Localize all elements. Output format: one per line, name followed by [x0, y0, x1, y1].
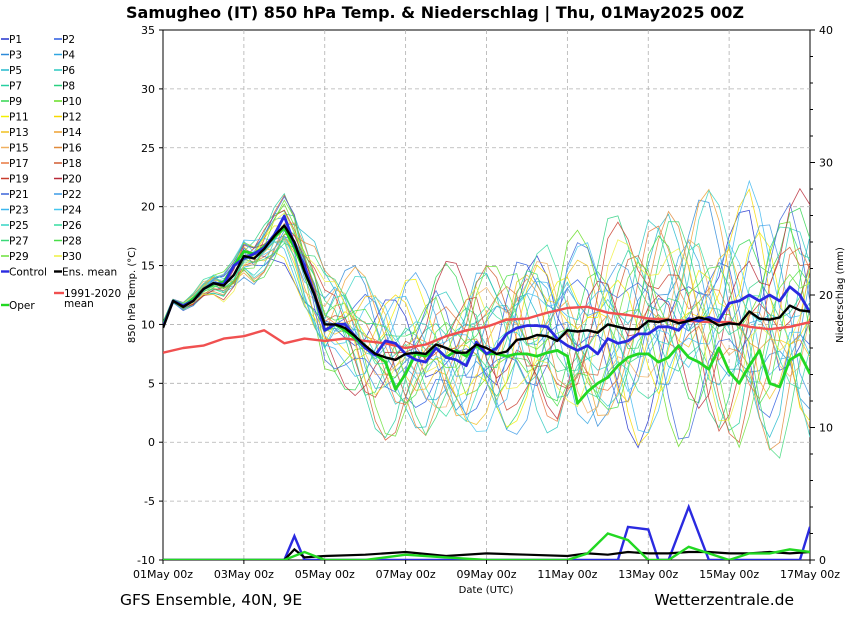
series-line — [163, 305, 810, 354]
legend-label: P4 — [62, 50, 75, 62]
legend-label: P25 — [9, 220, 29, 232]
legend-label: P10 — [62, 96, 82, 108]
x-tick-label: 13May 00z — [618, 568, 678, 581]
legend: P1 P2 P3 P4 P5 P6 P7 P8 P9 P10 P11 P12 P13 P14 P15 P16 P… — [1, 34, 121, 312]
member-line — [163, 239, 810, 414]
main-series — [163, 214, 810, 405]
x-tick-label: 07May 00z — [376, 568, 436, 581]
legend-label: P3 — [9, 50, 22, 62]
x-tick-label: 11May 00z — [537, 568, 597, 581]
legend-label: P5 — [9, 65, 22, 77]
grid — [163, 30, 810, 560]
member-line — [163, 221, 810, 459]
member-line — [163, 232, 810, 410]
legend-label: P18 — [62, 158, 82, 170]
legend-label: P1 — [9, 34, 22, 46]
legend-label: P26 — [62, 220, 82, 232]
member-line — [163, 189, 810, 438]
y-tick-label: -10 — [137, 554, 155, 567]
member-line — [163, 192, 810, 439]
precipitation — [163, 503, 810, 560]
legend-label: P28 — [62, 236, 82, 248]
x-axis-label: Date (UTC) — [459, 585, 514, 596]
legend-label: P13 — [9, 127, 29, 139]
legend-label: 1991-2020 mean — [64, 288, 121, 310]
legend-label: P19 — [9, 174, 29, 186]
legend-label: P15 — [9, 143, 29, 155]
footer-left: GFS Ensemble, 40N, 9E — [120, 591, 302, 609]
legend-label: P20 — [62, 174, 82, 186]
y-tick-label: -5 — [144, 495, 155, 508]
y-tick-label: 10 — [141, 318, 155, 331]
x-tick-label: 09May 00z — [456, 568, 516, 581]
y-axis-label: 850 hPa Temp. (°C) — [127, 247, 138, 343]
x-tick-label: 17May 00z — [780, 568, 840, 581]
member-line — [163, 199, 810, 428]
legend-label: Ens. mean — [62, 267, 117, 279]
y2-tick-label: 40 — [819, 24, 833, 37]
axes: -10 -5 0 5 10 15 20 25 30 35 01May 00z 03May 00z 05M… — [133, 24, 840, 581]
legend-label: P14 — [62, 127, 82, 139]
x-tick-label: 03May 00z — [214, 568, 274, 581]
y-tick-label: 15 — [141, 260, 155, 273]
legend-label: P12 — [62, 112, 82, 124]
legend-label: P24 — [62, 205, 82, 217]
precip-line — [163, 532, 810, 560]
footer-right: Wetterzentrale.de — [654, 591, 794, 609]
y-tick-label: 20 — [141, 201, 155, 214]
legend-label: P8 — [62, 81, 75, 93]
member-line — [163, 209, 810, 433]
legend-label: Oper — [9, 300, 35, 312]
legend-label: P6 — [62, 65, 75, 77]
y2-tick-label: 10 — [819, 422, 833, 435]
legend-label: P7 — [9, 81, 22, 93]
legend-label: P27 — [9, 236, 29, 248]
x-tick-label: 15May 00z — [699, 568, 759, 581]
member-line — [163, 199, 810, 449]
y2-tick-label: 30 — [819, 157, 833, 170]
legend-label: P17 — [9, 158, 29, 170]
legend-label: P9 — [9, 96, 22, 108]
member-line — [163, 195, 810, 440]
member-line — [163, 212, 810, 422]
legend-label: P23 — [9, 205, 29, 217]
member-line — [163, 216, 810, 435]
member-line — [163, 236, 810, 432]
legend-label: P29 — [9, 251, 29, 263]
x-tick-label: 05May 00z — [295, 568, 355, 581]
x-tick-label: 01May 00z — [133, 568, 193, 581]
member-line — [163, 238, 810, 425]
y2-tick-label: 20 — [819, 289, 833, 302]
y-tick-label: 5 — [148, 377, 155, 390]
member-line — [163, 210, 810, 430]
legend-label: P22 — [62, 189, 82, 201]
chart-title: Samugheo (IT) 850 hPa Temp. & Niederschl… — [126, 3, 744, 23]
y2-axis-label: Niederschlag (mm) — [835, 247, 846, 343]
y2-tick-label: 0 — [819, 554, 826, 567]
legend-label: P16 — [62, 143, 82, 155]
y-tick-label: 35 — [141, 24, 155, 37]
y-tick-label: 0 — [148, 436, 155, 449]
legend-label: P2 — [62, 34, 75, 46]
legend-label: P30 — [62, 251, 82, 263]
legend-label: P11 — [9, 112, 29, 124]
y-tick-label: 25 — [141, 142, 155, 155]
series-line — [163, 224, 810, 361]
legend-label: Control — [9, 267, 47, 279]
y-tick-label: 30 — [141, 83, 155, 96]
member-line — [163, 241, 810, 417]
legend-label: P21 — [9, 189, 29, 201]
